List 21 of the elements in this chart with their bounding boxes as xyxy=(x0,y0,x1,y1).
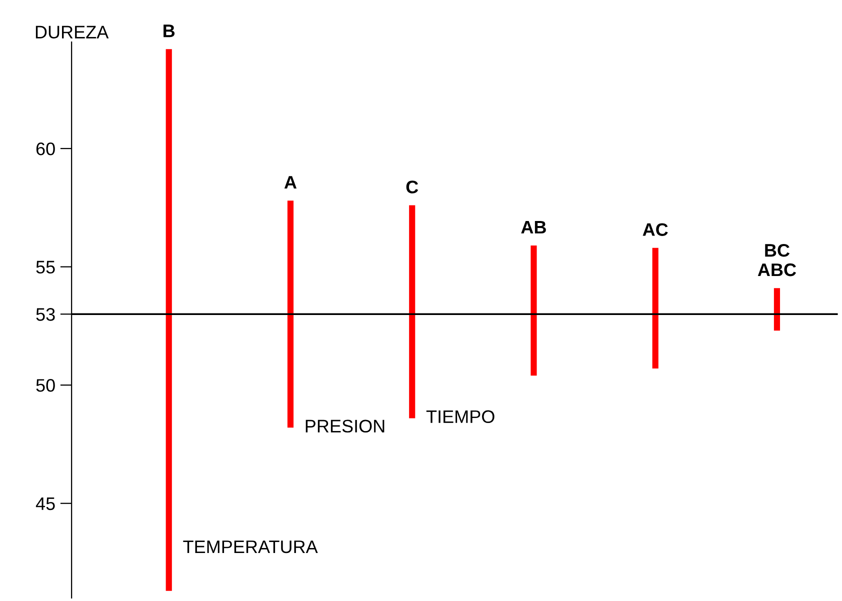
x-tick-label: C xyxy=(406,180,418,194)
annotation: PRESION xyxy=(306,420,384,433)
y-tick-label: 55 xyxy=(36,260,55,274)
y-tick-label: 45 xyxy=(36,497,55,510)
bar xyxy=(166,49,172,591)
y-tick-label: 53 xyxy=(36,308,55,321)
x-tick-label: AB xyxy=(521,221,546,234)
annotation: TIEMPO xyxy=(426,410,494,424)
bar xyxy=(530,246,537,376)
bar xyxy=(652,248,658,369)
x-tick-label: A xyxy=(284,176,297,188)
y-axis-title: DUREZA xyxy=(36,26,109,38)
annotation: TEMPERATURA xyxy=(183,540,318,554)
x-tick-label: B xyxy=(164,24,175,38)
bar xyxy=(774,288,780,331)
bar xyxy=(409,205,416,418)
y-tick-label: 60 xyxy=(36,142,55,156)
x-tick-label: AC xyxy=(642,223,668,236)
x-tick-label: BC ABC xyxy=(758,244,796,276)
y-tick-label: 50 xyxy=(36,379,55,392)
bar xyxy=(287,200,294,428)
